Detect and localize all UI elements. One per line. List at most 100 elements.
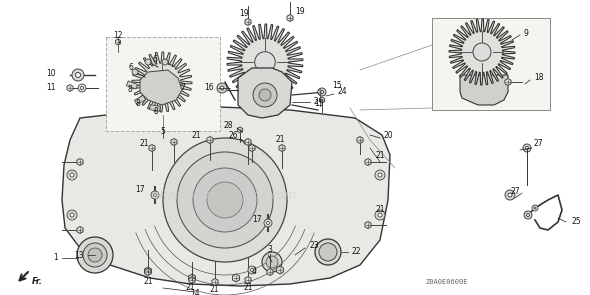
Polygon shape (279, 145, 285, 152)
Circle shape (72, 69, 84, 81)
Polygon shape (245, 276, 251, 283)
Polygon shape (171, 138, 177, 145)
Text: 21: 21 (191, 132, 201, 140)
Text: 18: 18 (534, 73, 543, 83)
Text: 1: 1 (53, 253, 58, 263)
Polygon shape (135, 95, 146, 105)
Text: 11: 11 (47, 83, 56, 93)
Circle shape (248, 266, 256, 274)
Circle shape (253, 83, 277, 107)
Text: 19: 19 (239, 9, 249, 19)
Circle shape (526, 147, 529, 150)
Text: 4: 4 (251, 268, 257, 276)
Polygon shape (212, 278, 218, 286)
Polygon shape (267, 268, 273, 276)
Circle shape (217, 83, 227, 93)
Polygon shape (449, 19, 515, 85)
Circle shape (70, 173, 74, 177)
Polygon shape (145, 267, 152, 275)
Text: 5: 5 (160, 127, 165, 136)
Polygon shape (357, 137, 363, 143)
Polygon shape (132, 52, 192, 112)
Circle shape (255, 52, 276, 72)
Text: 27: 27 (510, 188, 520, 196)
Polygon shape (126, 81, 137, 89)
Circle shape (267, 222, 270, 224)
Text: 17: 17 (253, 216, 262, 224)
Polygon shape (207, 137, 213, 143)
Polygon shape (365, 222, 371, 229)
Polygon shape (77, 227, 83, 234)
Circle shape (207, 182, 243, 218)
Circle shape (264, 219, 272, 227)
Circle shape (523, 144, 531, 152)
Circle shape (505, 190, 515, 200)
Text: 21: 21 (376, 206, 385, 214)
Circle shape (145, 59, 151, 65)
Text: 22: 22 (352, 248, 362, 256)
Polygon shape (245, 138, 251, 145)
Circle shape (320, 91, 323, 94)
Polygon shape (232, 274, 240, 282)
Circle shape (67, 210, 77, 220)
Polygon shape (116, 39, 120, 45)
Circle shape (153, 73, 171, 90)
Text: 23: 23 (310, 240, 320, 250)
Circle shape (318, 88, 326, 96)
Circle shape (526, 214, 529, 217)
Polygon shape (318, 89, 322, 94)
Text: 15: 15 (314, 99, 324, 109)
Text: 8: 8 (127, 86, 132, 94)
Polygon shape (149, 145, 155, 152)
Polygon shape (277, 266, 283, 274)
Circle shape (76, 73, 80, 78)
Text: 21: 21 (376, 152, 385, 160)
Circle shape (80, 86, 84, 89)
Text: 3: 3 (267, 245, 273, 255)
Text: 21: 21 (276, 135, 285, 145)
Polygon shape (238, 68, 292, 118)
Bar (432, 18, 550, 110)
Text: 21: 21 (139, 138, 149, 148)
Text: 21: 21 (185, 283, 195, 293)
Circle shape (473, 43, 491, 61)
Circle shape (193, 168, 257, 232)
Polygon shape (189, 276, 195, 283)
Text: 24: 24 (338, 88, 348, 96)
Circle shape (375, 210, 385, 220)
Text: Fr.: Fr. (32, 277, 43, 286)
Polygon shape (67, 84, 73, 91)
Circle shape (220, 86, 224, 90)
Circle shape (151, 191, 159, 199)
Text: 25: 25 (572, 217, 582, 227)
Polygon shape (62, 107, 390, 286)
Text: 17: 17 (135, 186, 145, 194)
Circle shape (163, 138, 287, 262)
Polygon shape (237, 127, 242, 133)
Polygon shape (287, 14, 293, 22)
Polygon shape (140, 70, 182, 105)
Circle shape (162, 59, 168, 65)
Text: 16: 16 (204, 83, 214, 93)
Text: 8: 8 (135, 99, 140, 109)
Circle shape (153, 194, 156, 196)
Text: 14: 14 (190, 289, 200, 295)
Circle shape (78, 84, 86, 92)
Circle shape (88, 248, 102, 262)
Circle shape (67, 170, 77, 180)
Text: eReplacementParts.com: eReplacementParts.com (153, 189, 297, 201)
Text: 19: 19 (295, 7, 304, 17)
Polygon shape (319, 97, 324, 103)
Circle shape (375, 170, 385, 180)
Polygon shape (365, 158, 371, 165)
Text: 6: 6 (153, 55, 158, 65)
Polygon shape (189, 274, 195, 282)
Circle shape (508, 193, 512, 197)
Circle shape (77, 237, 113, 273)
Circle shape (319, 243, 337, 261)
Polygon shape (150, 105, 160, 111)
Text: 21: 21 (143, 278, 153, 286)
Polygon shape (227, 24, 303, 100)
Circle shape (532, 205, 538, 211)
Circle shape (266, 256, 278, 268)
